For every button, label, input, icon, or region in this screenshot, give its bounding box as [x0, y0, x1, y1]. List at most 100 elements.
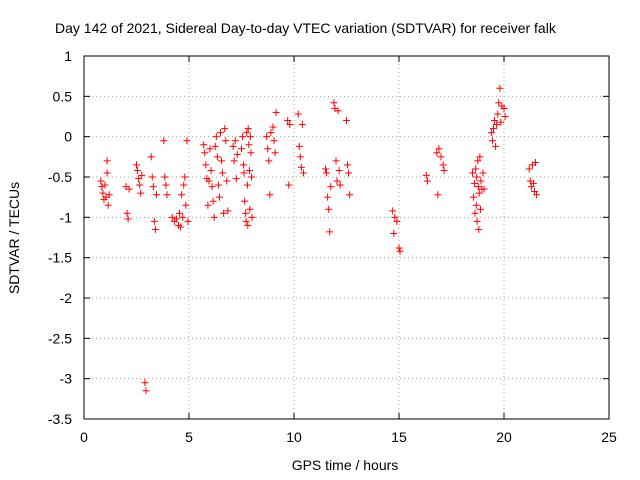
- data-point: [137, 189, 145, 197]
- data-point: [238, 145, 245, 153]
- data-point: [344, 161, 352, 169]
- data-point: [178, 191, 186, 199]
- data-point: [208, 183, 216, 191]
- data-point: [346, 191, 354, 199]
- data-point: [299, 169, 307, 177]
- data-point: [246, 205, 254, 213]
- data-point: [471, 209, 479, 217]
- y-tick-label: -1: [60, 209, 73, 225]
- data-point: [322, 165, 329, 173]
- x-tick-label: 25: [601, 429, 617, 445]
- data-point: [233, 150, 241, 158]
- data-point: [475, 225, 483, 233]
- data-point: [272, 108, 280, 116]
- data-point: [149, 183, 157, 191]
- data-point: [500, 104, 508, 112]
- data-point: [474, 183, 482, 191]
- data-point: [180, 181, 188, 189]
- data-point: [212, 133, 220, 141]
- chart-title: Day 142 of 2021, Sidereal Day-to-day VTE…: [55, 20, 557, 36]
- data-point: [492, 142, 500, 150]
- data-point: [219, 169, 227, 177]
- x-tick-label: 15: [391, 429, 407, 445]
- data-point: [269, 123, 277, 131]
- data-point: [124, 215, 132, 223]
- data-point: [264, 145, 272, 153]
- y-tick-label: 0.5: [53, 88, 73, 104]
- data-point: [422, 171, 430, 179]
- data-point: [163, 191, 171, 199]
- data-point: [267, 129, 275, 137]
- x-tick-label: 0: [80, 429, 88, 445]
- data-point: [469, 169, 476, 177]
- x-tick-label: 20: [496, 429, 512, 445]
- data-point: [480, 185, 488, 193]
- data-point: [296, 153, 304, 161]
- data-point: [181, 173, 189, 181]
- data-point: [474, 157, 482, 165]
- data-point: [435, 145, 443, 153]
- data-point: [200, 141, 208, 149]
- data-point: [240, 169, 248, 177]
- data-point: [246, 133, 254, 141]
- x-tick-labels: 0 5 10 15 20 25: [80, 429, 617, 445]
- data-point: [224, 207, 232, 215]
- data-point: [101, 181, 109, 189]
- data-point: [206, 145, 214, 153]
- data-point: [335, 167, 343, 175]
- data-point: [295, 142, 303, 150]
- y-tick-label: -1.5: [48, 250, 72, 266]
- data-point: [479, 169, 487, 177]
- y-tick-label: 0: [64, 129, 72, 145]
- x-tick-label: 5: [185, 429, 193, 445]
- data-point: [221, 125, 229, 133]
- y-tick-label: -0.5: [48, 169, 72, 185]
- data-point: [243, 129, 251, 137]
- data-point: [487, 129, 495, 137]
- data-point: [298, 121, 306, 129]
- data-point: [210, 213, 218, 221]
- data-point: [325, 205, 333, 213]
- y-tick-label: -3.5: [48, 411, 72, 427]
- data-points: [97, 84, 541, 395]
- data-point: [243, 181, 251, 189]
- data-point: [470, 193, 478, 201]
- data-point: [247, 149, 255, 157]
- data-point: [475, 189, 483, 197]
- data-point: [133, 161, 140, 169]
- data-point: [104, 201, 112, 209]
- data-point: [209, 197, 217, 205]
- data-point: [271, 149, 279, 157]
- data-point: [229, 142, 237, 150]
- data-point: [263, 133, 271, 141]
- data-point: [440, 167, 448, 175]
- data-point: [99, 189, 107, 197]
- axes: [83, 55, 610, 420]
- data-point: [97, 177, 105, 185]
- data-point: [433, 149, 441, 157]
- data-point: [477, 177, 485, 185]
- data-point: [123, 209, 131, 217]
- data-point: [437, 153, 445, 161]
- data-point: [423, 177, 431, 185]
- data-point: [472, 201, 480, 209]
- data-point: [207, 167, 215, 175]
- data-point: [135, 175, 143, 183]
- data-point: [204, 201, 212, 209]
- data-point: [150, 217, 158, 225]
- data-point: [326, 228, 334, 236]
- data-point: [324, 193, 332, 201]
- data-point: [134, 167, 142, 175]
- data-point: [395, 244, 403, 252]
- data-point: [103, 169, 111, 177]
- plot-border: [83, 55, 610, 420]
- data-point: [294, 110, 302, 118]
- data-point: [439, 161, 447, 169]
- data-point: [183, 137, 191, 145]
- data-point: [232, 175, 240, 183]
- data-point: [205, 177, 213, 185]
- data-point: [138, 171, 146, 179]
- data-point: [223, 177, 231, 185]
- data-point: [330, 99, 338, 107]
- data-point: [490, 125, 497, 133]
